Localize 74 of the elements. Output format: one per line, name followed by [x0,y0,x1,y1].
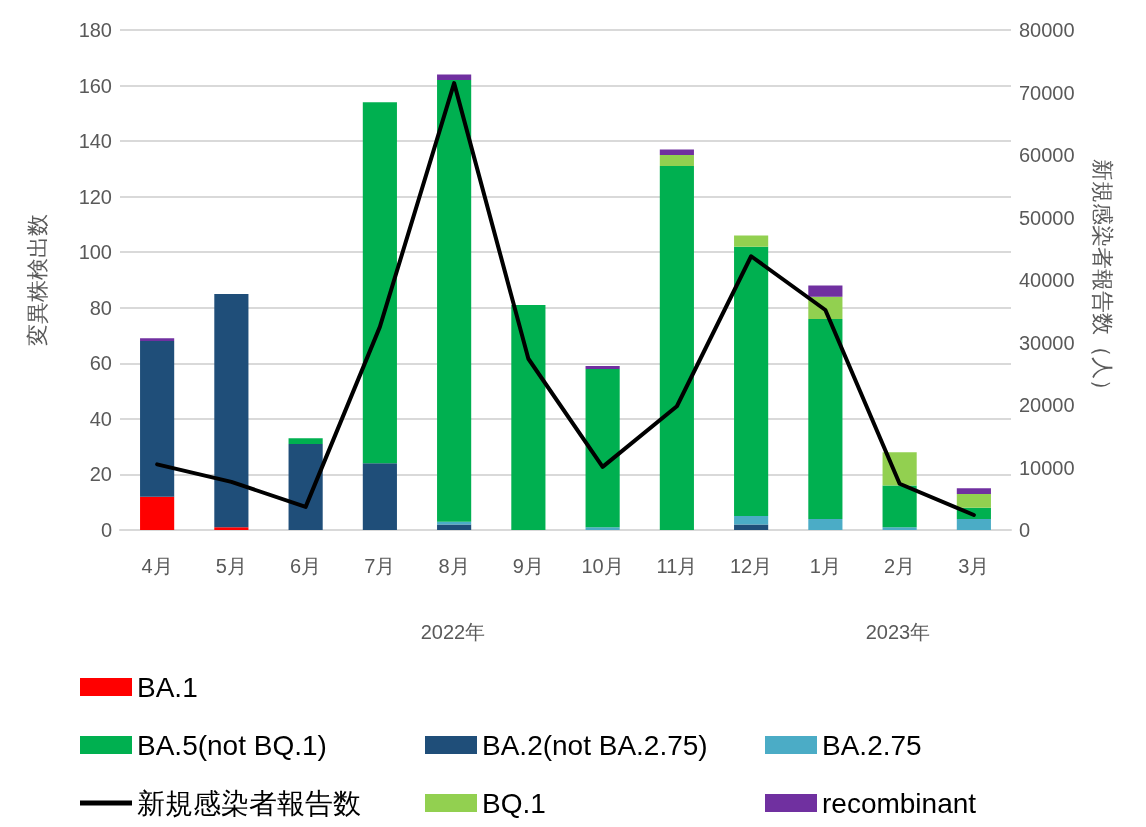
bar [808,318,843,519]
legend-label: BA.2(not BA.2.75) [482,729,708,761]
y-tick-label: 100 [78,241,112,264]
x-tick-label: 7月 [364,555,396,577]
bar [734,246,769,517]
bar [140,338,175,342]
x-tick-label: 12月 [730,555,773,577]
y-tick-label: 20 [89,463,112,486]
bar [362,102,397,464]
legend-label: BA.2.75 [822,729,922,761]
bar [585,527,620,530]
legend-label: BA.5(not BQ.1) [137,729,327,761]
bar [882,485,917,528]
y2-tick-label: 80000 [1019,19,1075,41]
bar [362,463,397,530]
text: 2022年 [420,621,486,643]
x-tick-label: 5月 [215,555,247,577]
bar [956,518,991,530]
y-tick-label: 80 [89,296,112,319]
y-tick-label: 60 [89,352,112,375]
bar [437,524,472,530]
bar [808,518,843,530]
bar [659,166,694,530]
x-tick-label: 8月 [438,555,470,577]
y-tick-label: 0 [100,519,112,541]
bar [956,493,991,508]
bar [140,341,175,497]
bar [437,74,472,80]
text: 2023年 [865,621,931,643]
bar [734,524,769,530]
x-tick-label: 10月 [581,555,624,577]
bar [808,285,843,297]
x-tick-label: 11月 [656,555,698,577]
legend-label: 新規感染者報告数 [137,787,361,819]
x-tick-label: 1月 [809,555,841,577]
bar [734,516,769,525]
bar [734,235,769,247]
y2-tick-label: 50000 [1019,206,1075,229]
y-tick-label: 120 [78,185,112,208]
y2-tick-label: 0 [1019,519,1031,541]
y2-tick-label: 70000 [1019,81,1075,104]
y2-tick-label: 60000 [1019,144,1075,166]
bar [585,366,620,369]
x-tick-label: 9月 [512,555,544,577]
legend-label: BQ.1 [482,787,546,819]
bar [511,305,546,530]
y-axis-title: 変異株検出数 [24,214,50,346]
bar [288,438,323,444]
bar [659,155,694,167]
bar [585,368,620,528]
bar [437,80,472,522]
y2-tick-label: 30000 [1019,331,1075,354]
x-tick-label: 2月 [884,555,916,577]
bar [882,527,917,530]
x-tick-label: 3月 [958,555,990,577]
legend-label: recombinant [822,787,977,819]
bar [214,293,249,528]
bar [140,496,175,530]
y2-axis-title: 新規感染者報告数（人） [1089,159,1115,401]
y2-tick-label: 10000 [1019,456,1075,479]
bar [214,527,249,530]
y2-tick-label: 40000 [1019,269,1075,291]
bar [288,443,323,530]
bar [956,488,991,494]
line-series [155,81,976,517]
x-tick-label: 6月 [290,555,322,577]
legend-label: BA.1 [137,671,198,703]
x-tick-label: 4月 [141,555,173,577]
y-tick-label: 180 [78,19,112,41]
y-tick-label: 140 [78,130,112,153]
y-tick-label: 160 [78,74,112,97]
y2-tick-label: 20000 [1019,394,1075,416]
y-tick-label: 40 [89,407,112,430]
bar [659,149,694,155]
